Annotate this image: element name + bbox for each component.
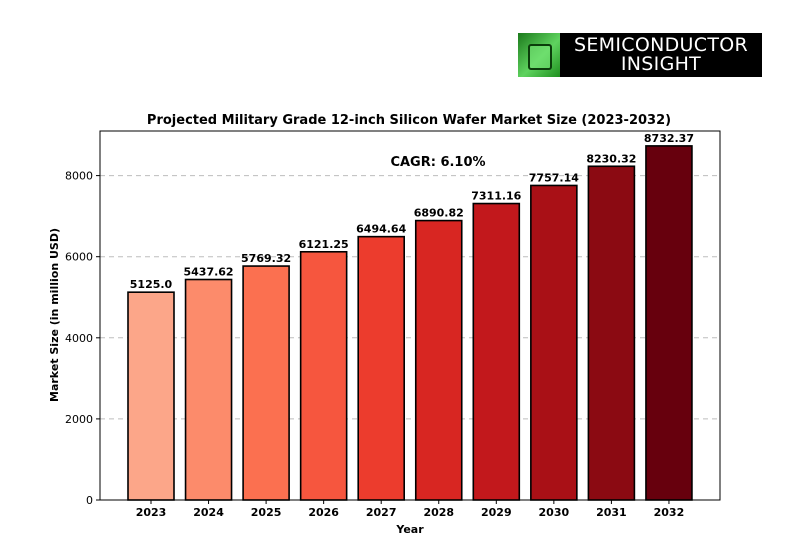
y-tick-label: 8000 <box>65 170 93 183</box>
data-label: 6890.82 <box>414 207 464 220</box>
cagr-annotation: CAGR: 6.10% <box>390 155 485 170</box>
y-tick-label: 4000 <box>65 332 93 345</box>
bar-2024 <box>184 278 233 501</box>
data-labels: 5125.0 5437.62 5769.32 6121.25 6494.64 6890.8… <box>130 132 694 291</box>
bar-2025 <box>242 265 290 501</box>
bar-2032 <box>645 145 693 501</box>
x-tick-label: 2023 <box>136 506 167 519</box>
x-tick-label: 2025 <box>251 506 282 519</box>
bar-2031 <box>587 165 636 501</box>
x-tick-label: 2027 <box>366 506 397 519</box>
bar-2027 <box>357 235 406 501</box>
x-tick-label: 2026 <box>308 506 339 519</box>
x-tick-label: 2031 <box>596 506 627 519</box>
y-tick-label: 2000 <box>65 413 93 426</box>
plot-frame <box>99 130 721 501</box>
x-axis-title: Year <box>395 523 424 536</box>
data-label: 7311.16 <box>471 190 521 203</box>
brand-logo-text: SEMICONDUCTOR INSIGHT <box>560 36 762 74</box>
data-label: 8732.37 <box>644 132 694 145</box>
x-tick-label: 2029 <box>481 506 512 519</box>
bar-2029 <box>472 202 521 501</box>
y-axis-title: Market Size (in million USD) <box>48 228 61 402</box>
y-axis-ticks: 0 2000 4000 6000 8000 <box>65 170 100 507</box>
data-label: 5437.62 <box>183 266 233 279</box>
brand-logo: SEMICONDUCTOR INSIGHT <box>518 33 762 77</box>
data-label: 6121.25 <box>299 238 349 251</box>
y-tick-label: 0 <box>86 494 93 507</box>
bar-2026 <box>299 250 348 501</box>
data-label: 5769.32 <box>241 252 291 265</box>
x-tick-label: 2032 <box>654 506 685 519</box>
brand-logo-line2: INSIGHT <box>620 53 702 75</box>
chart-title: Projected Military Grade 12-inch Silicon… <box>147 113 671 128</box>
data-label: 6494.64 <box>356 223 406 236</box>
bar-2023 <box>127 291 175 501</box>
chip-icon <box>518 33 560 77</box>
data-label: 8230.32 <box>586 152 636 165</box>
data-label: 5125.0 <box>130 278 173 291</box>
x-tick-label: 2024 <box>193 506 224 519</box>
brand-logo-line1: SEMICONDUCTOR <box>574 34 748 56</box>
x-axis-ticks: 2023 2024 2025 2026 2027 2028 2029 2030 2031 2032 <box>136 500 685 519</box>
bars <box>127 145 693 501</box>
x-tick-label: 2028 <box>423 506 454 519</box>
y-tick-label: 6000 <box>65 251 93 264</box>
x-tick-label: 2030 <box>539 506 570 519</box>
bar-2028 <box>414 219 463 501</box>
data-label: 7757.14 <box>529 171 579 184</box>
bar-2030 <box>530 184 578 501</box>
